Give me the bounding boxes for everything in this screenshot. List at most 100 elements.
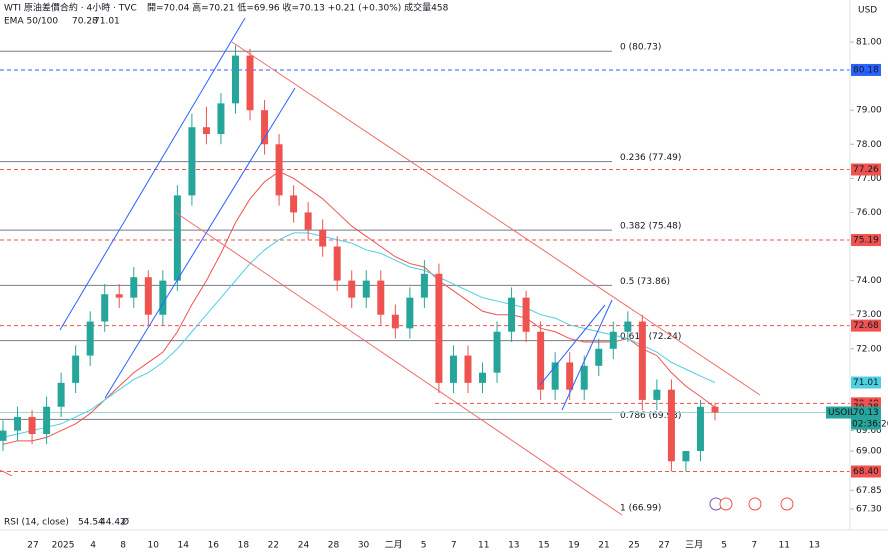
x-tick-label: 14 (178, 541, 190, 551)
candle-body (202, 127, 210, 135)
candle-body (522, 297, 530, 332)
candle-body (72, 355, 80, 383)
y-tick-label: 79.00 (856, 106, 882, 116)
candle-body (231, 55, 239, 104)
x-tick-label: 15 (538, 541, 549, 551)
symbol-label: USOIL (828, 408, 855, 418)
y-tick-label: 69.60 (856, 426, 882, 436)
candle-body (261, 110, 269, 145)
price-tag-label: 68.40 (853, 467, 879, 477)
fib-label: 0 (80.73) (620, 43, 661, 53)
candle-body (86, 321, 94, 356)
x-tick-label: 25 (628, 541, 639, 551)
rsi-value: 54.54 (78, 518, 104, 528)
price-tag-label: 70.13 (853, 408, 879, 418)
x-tick-label: 4 (90, 541, 96, 551)
fib-label: 0.236 (77.49) (620, 153, 681, 163)
candle-body (101, 294, 109, 322)
price-tag (851, 163, 881, 176)
y-tick-label: 69.00 (856, 447, 882, 457)
rsi-label: RSI (14, close) (4, 518, 69, 528)
candle-body (159, 280, 167, 315)
candle-body (173, 195, 181, 281)
candle-body (377, 280, 385, 315)
x-tick-label: 13 (508, 541, 519, 551)
x-tick-label: 10 (147, 541, 159, 551)
fib-label: 1 (66.99) (620, 504, 661, 514)
candle-body (304, 212, 312, 230)
symbol: WTI 原油差價合約 · 4小時 · TVC (4, 2, 137, 14)
ohlc: 開=70.04 高=70.21 低=69.96 收=70.13 +0.21 (+… (147, 2, 449, 14)
x-tick-label: 16 (208, 541, 220, 551)
y-tick-label: 72.00 (856, 344, 882, 354)
candle-body (609, 331, 617, 349)
rsi-extra: Ø (122, 517, 129, 528)
candle-body (420, 273, 428, 298)
ema-value: 70.28 (72, 17, 98, 27)
candle-body (14, 416, 22, 431)
candle-body (537, 331, 545, 390)
price-tag (851, 376, 881, 389)
candle-body (696, 406, 704, 452)
x-tick-label: 7 (751, 541, 757, 551)
candle-body (449, 355, 457, 383)
candle-body (115, 294, 123, 298)
x-tick-label: 21 (598, 541, 609, 551)
candle-body (667, 389, 675, 462)
countdown-tag (851, 418, 881, 430)
y-tick-label: 77.00 (856, 174, 882, 184)
indicator: EMA 50/100 (4, 17, 58, 27)
candle-body (624, 321, 632, 332)
candle-body (0, 430, 7, 441)
candle-body (275, 144, 283, 196)
candle-body (348, 280, 356, 298)
candle-body (188, 127, 196, 196)
price-tag-label: 72.68 (853, 321, 879, 331)
y-tick-label: 73.00 (856, 310, 882, 320)
candle-body (290, 195, 298, 213)
ema-value: 71.01 (94, 17, 120, 27)
price-tag (851, 465, 881, 478)
ema-line (2, 170, 716, 445)
x-tick-label: 18 (238, 541, 250, 551)
x-tick-label: 二月 (385, 540, 403, 551)
price-tag-label: 77.26 (853, 165, 879, 175)
candle-body (638, 321, 646, 400)
candle-body (566, 362, 574, 390)
candle-body (362, 280, 370, 298)
x-tick-label: 三月 (685, 540, 703, 551)
candle-body (435, 273, 443, 383)
y-tick-label: 67.30 (856, 505, 882, 515)
x-tick-label: 5 (421, 541, 427, 551)
currency: USD (858, 6, 877, 16)
price-tag (851, 319, 881, 332)
price-tag (851, 234, 881, 247)
candle-body (580, 365, 588, 390)
x-tick-label: 11 (478, 541, 489, 551)
candle-body (711, 406, 719, 413)
fib-label: 0.618 (72.24) (620, 332, 681, 342)
x-tick-label: 27 (658, 541, 669, 551)
candle-body (493, 331, 501, 373)
symbol-tag (826, 406, 851, 419)
ema-line (2, 232, 716, 438)
price-layer: 80.1877.2675.1972.6871.0170.4070.2870.13… (826, 63, 888, 478)
candle-body (217, 103, 225, 135)
price-tag-label: 71.01 (853, 378, 879, 388)
candle-body (319, 229, 327, 247)
candle-body (508, 297, 516, 332)
price-tag (851, 63, 881, 76)
y-tick-label: 78.00 (856, 140, 882, 150)
candle-body (551, 362, 559, 390)
candle-body (144, 277, 152, 315)
background-layer: 81.00 79.00 78.00 77.00 76.00 74.00 73.00 72.00… (0, 38, 882, 551)
fib-label: 0.382 (75.48) (620, 222, 681, 232)
y-tick-label: 67.85 (856, 486, 882, 496)
candle-body (43, 406, 51, 435)
countdown: 02:36:20 (852, 420, 888, 430)
candle-body (464, 355, 472, 383)
y-tick-label: 81.00 (856, 38, 882, 48)
x-tick-label: 28 (328, 541, 340, 551)
candle-body (57, 382, 65, 407)
candle-body (682, 451, 690, 462)
